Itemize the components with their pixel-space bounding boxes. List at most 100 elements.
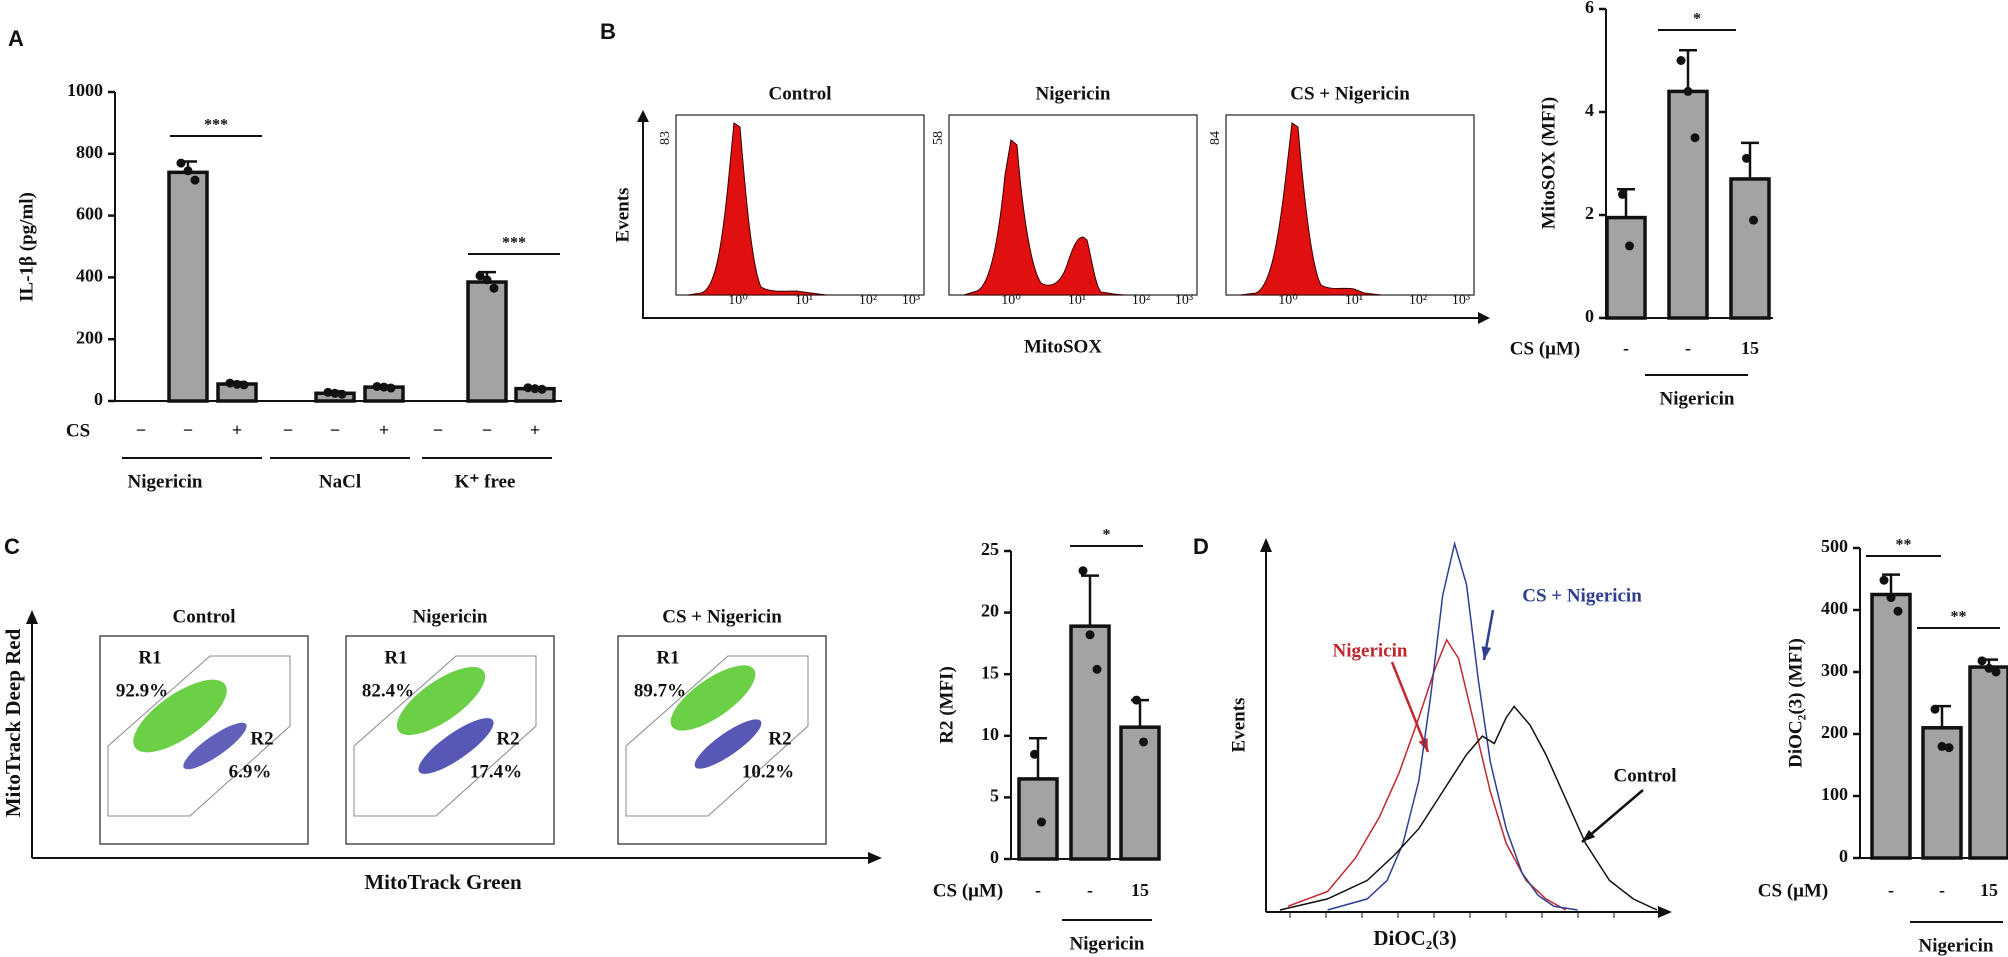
histogram-panel: [1225, 114, 1475, 296]
y-axis-label: MitoTrack Deep Red: [1, 628, 25, 817]
data-point: [337, 389, 347, 399]
x-tick-label: 10⁰: [1278, 293, 1298, 308]
x-tick-label: −: [283, 420, 293, 440]
arrow: [1581, 789, 1644, 843]
data-point: [523, 383, 533, 393]
x-tick-label: 15: [1980, 880, 1998, 900]
scatter-panel: [617, 635, 827, 845]
axes: [31, 612, 880, 859]
panel-title: Control: [769, 83, 832, 104]
x-tick-label: 10²: [859, 293, 877, 308]
x-tick-label: -: [1685, 338, 1691, 358]
x-tick-label: −: [330, 420, 340, 440]
x-axis-label: MitoTrack Green: [364, 870, 522, 894]
data-point: [176, 158, 186, 168]
y-tick-label: 10: [981, 724, 999, 744]
y-tick-label: 4: [1585, 100, 1594, 120]
significance-label: *: [1103, 527, 1111, 544]
data-point: [1139, 737, 1148, 747]
arrow: [1390, 661, 1430, 753]
x-tick-label: 10¹: [795, 293, 813, 308]
x-tick-label: -: [1035, 880, 1041, 900]
y-tick-label: 2: [1585, 203, 1594, 223]
panel-letter: B: [600, 19, 616, 44]
data-point: [482, 275, 492, 285]
y-axis-label: DiOC₂(3) (MFI): [1785, 638, 1806, 768]
y-tick-label: 400: [1821, 598, 1848, 618]
group-label: Nigericin: [1070, 933, 1145, 954]
gate-label: R2: [768, 728, 791, 749]
gate-label: R1: [656, 647, 679, 668]
axes: [1265, 540, 1670, 913]
group-label: Nigericin: [1660, 388, 1735, 409]
gate-label: R2: [496, 728, 519, 749]
curve: [1279, 705, 1658, 911]
y-max-label: 83: [658, 131, 673, 145]
y-axis-label: IL-1β (pg/ml): [16, 192, 37, 302]
scatter-panel: [345, 635, 555, 845]
data-point: [1132, 695, 1141, 705]
curve: [1327, 540, 1578, 911]
series-label: Nigericin: [1333, 640, 1408, 661]
significance-label: **: [1896, 537, 1912, 554]
x-tick-label: +: [530, 420, 540, 440]
row-label: CS: [66, 420, 90, 441]
y-max-label: 58: [931, 131, 946, 145]
data-point: [1742, 153, 1751, 163]
data-point: [190, 175, 200, 185]
y-tick-label: 6: [1585, 0, 1594, 17]
series-label: CS + Nigericin: [1522, 585, 1642, 606]
x-tick-label: −: [183, 420, 193, 440]
y-axis-label: MitoSOX (MFI): [1538, 97, 1559, 229]
data-point: [1879, 575, 1889, 585]
histogram-panel: [948, 114, 1198, 296]
x-tick-label: 10³: [1452, 293, 1470, 308]
y-tick-label: 0: [1839, 846, 1848, 866]
data-point: [183, 166, 193, 176]
error-bar: [1131, 698, 1149, 728]
x-tick-label: 10¹: [1345, 293, 1363, 308]
x-tick-label: 15: [1741, 338, 1759, 358]
data-point: [1030, 749, 1039, 759]
y-tick-label: 200: [76, 327, 103, 347]
bar: [167, 170, 209, 403]
data-point: [330, 388, 340, 398]
group-label: K⁺ free: [455, 471, 516, 492]
flow-scatters: [26, 610, 882, 864]
significance-label: ***: [502, 235, 526, 252]
flow-histograms: [637, 110, 1490, 324]
data-point: [323, 387, 333, 397]
bar: [466, 280, 508, 403]
d-axes: [1260, 538, 1672, 918]
y-tick-label: 0: [1585, 306, 1594, 326]
y-tick-label: 800: [76, 142, 103, 162]
gate-value: 6.9%: [229, 761, 272, 782]
data-point: [1037, 817, 1046, 827]
data-point: [379, 382, 389, 392]
gate-value: 92.9%: [116, 680, 168, 701]
y-axis-label: R2 (MFI): [936, 666, 957, 744]
bar: [1921, 726, 1963, 860]
data-point: [1618, 189, 1627, 199]
y-axis-label: Events: [1228, 698, 1249, 753]
gate-value: 10.2%: [742, 761, 794, 782]
x-tick-label: 10⁰: [728, 293, 748, 308]
data-point: [232, 379, 242, 389]
significance-label: ***: [204, 117, 228, 134]
arrowhead: [1481, 646, 1492, 660]
panel-title: Control: [173, 606, 236, 627]
curve: [1287, 638, 1567, 911]
y-max-label: 84: [1208, 131, 1223, 145]
histogram-panel: [675, 114, 925, 296]
data-point: [1085, 630, 1095, 640]
bar: [1069, 624, 1111, 861]
data-point: [1930, 704, 1940, 714]
arrowhead: [1582, 829, 1596, 842]
panel-letter: C: [4, 534, 20, 559]
significance-label: **: [1951, 609, 1967, 626]
y-tick-label: 300: [1821, 660, 1848, 680]
significance-label: *: [1693, 11, 1701, 28]
data-point: [1991, 667, 2001, 677]
x-tick-label: 10⁰: [1001, 293, 1021, 308]
